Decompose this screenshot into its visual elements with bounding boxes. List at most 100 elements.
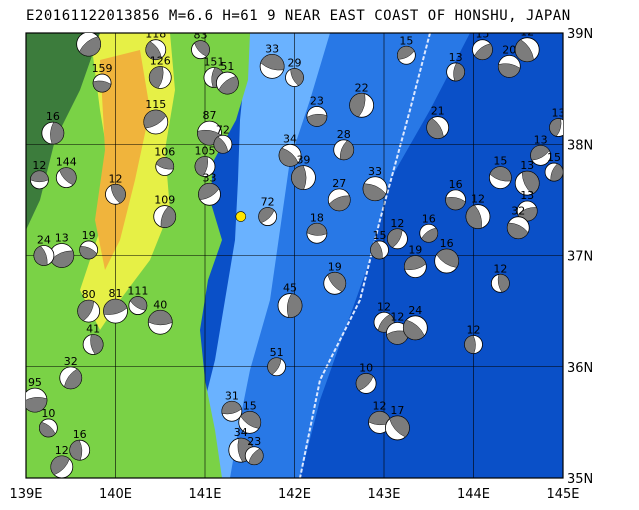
magnitude-label: 34	[283, 132, 297, 145]
magnitude-label: 24	[37, 234, 51, 247]
focal-mechanism: 109	[153, 194, 177, 228]
magnitude-label: 33	[368, 165, 382, 178]
magnitude-label: 13	[449, 51, 463, 64]
magnitude-label: 51	[270, 346, 284, 359]
beachball-compression-quadrant	[79, 36, 101, 57]
beachball-compression-quadrant	[549, 118, 562, 137]
magnitude-label: 15	[547, 151, 561, 164]
focal-mechanism: 21	[426, 105, 450, 139]
focal-mechanism: 12	[386, 310, 409, 345]
beachball-compression-quadrant	[550, 163, 563, 182]
beachball-compression-quadrant	[355, 373, 374, 391]
magnitude-label: 13	[552, 107, 566, 120]
focal-mechanism: 13	[549, 107, 566, 137]
magnitude-label: 18	[310, 211, 324, 224]
beachball-compression-quadrant	[436, 248, 459, 268]
focal-mechanism: 144	[56, 156, 77, 189]
beachball-compression-quadrant	[339, 140, 354, 160]
lon-tick-label: 142E	[278, 487, 311, 502]
magnitude-label: 12	[32, 159, 46, 172]
focal-mechanism: 106	[154, 146, 175, 176]
magnitude-label: 23	[247, 435, 261, 448]
beachball-compression-quadrant	[145, 41, 162, 60]
focal-mechanism: 156	[76, 33, 102, 57]
focal-mechanism: 81	[103, 287, 128, 324]
beachball-compression-quadrant	[498, 63, 521, 78]
focal-mechanism: 32	[506, 205, 530, 240]
magnitude-label: 17	[390, 404, 404, 417]
beachball-compression-quadrant	[465, 204, 482, 229]
lon-tick-label: 143E	[367, 487, 400, 502]
magnitude-label: 13	[520, 189, 534, 202]
beachball-compression-quadrant	[130, 296, 148, 311]
focal-mechanism: 39	[291, 154, 316, 191]
focal-mechanism: 33	[362, 165, 388, 202]
beachball-compression-quadrant	[110, 184, 126, 204]
focal-mechanism: 16	[445, 178, 467, 211]
lon-tick-label: 145E	[546, 487, 579, 502]
beachball-compression-quadrant	[328, 195, 351, 212]
focal-mechanism: 23	[306, 94, 328, 127]
beachball-compression-quadrant	[453, 62, 465, 82]
magnitude-label: 39	[296, 154, 310, 167]
focal-mechanism: 16	[419, 212, 439, 243]
focal-mechanism: 15	[472, 33, 493, 61]
focal-mechanism: 115	[143, 98, 169, 135]
beachball-compression-quadrant	[278, 147, 299, 167]
magnitude-label: 151	[203, 56, 224, 69]
focal-mechanism: 12	[50, 444, 74, 478]
magnitude-label: 10	[359, 361, 373, 374]
magnitude-label: 33	[265, 42, 279, 55]
focal-mechanism: 15	[544, 151, 563, 182]
beachball-compression-quadrant	[286, 293, 303, 318]
magnitude-label: 15	[373, 229, 387, 242]
beachball-compression-quadrant	[258, 207, 275, 224]
focal-mechanism: 19	[323, 260, 347, 295]
magnitude-label: 12	[471, 193, 485, 206]
beachball-compression-quadrant	[327, 272, 346, 292]
focal-mechanism: 33	[198, 171, 221, 206]
focal-mechanism: 15	[370, 229, 389, 260]
magnitude-label: 144	[56, 156, 77, 169]
beachball-compression-quadrant	[515, 39, 534, 62]
magnitude-label: 115	[145, 98, 166, 111]
lon-tick-label: 140E	[99, 487, 132, 502]
focal-mechanism: 22	[349, 81, 375, 118]
beachball-compression-quadrant	[26, 397, 48, 413]
focal-mechanism: 72	[258, 196, 278, 226]
focal-mechanism: 24	[402, 304, 428, 341]
beachball-compression-quadrant	[59, 167, 77, 186]
focal-mechanism: 29	[285, 57, 304, 87]
focal-mechanism: 27	[327, 177, 351, 212]
focal-mechanism: 24	[33, 234, 55, 266]
beachball-compression-quadrant	[397, 46, 415, 60]
focal-mechanism: 95	[26, 376, 48, 413]
focal-mechanism: 12	[368, 399, 391, 434]
focal-mechanism: 13	[530, 133, 552, 166]
beachball-compression-quadrant	[155, 157, 174, 170]
mechanism-layer: 12 144 16 156 159 118 126 115 106 12 109 13 19 24 80 81…	[26, 33, 566, 478]
beachball-compression-quadrant	[218, 76, 239, 95]
focal-mechanism: 32	[59, 355, 83, 390]
magnitude-label: 13	[534, 133, 548, 146]
focal-mechanism: 19	[79, 229, 99, 260]
beachball-compression-quadrant	[349, 93, 366, 118]
lat-tick-label: 38N	[567, 138, 593, 153]
magnitude-label: 105	[195, 145, 216, 158]
beachball-compression-quadrant	[474, 43, 493, 60]
focal-mechanism: 12	[464, 324, 483, 354]
magnitude-label: 23	[310, 94, 324, 107]
focal-mechanism: 17	[385, 404, 410, 441]
magnitude-label: 12	[109, 172, 123, 185]
focal-mechanism: 34	[278, 132, 302, 167]
focal-mechanism: 12	[514, 33, 540, 63]
magnitude-label: 12	[390, 217, 404, 230]
beachball-compression-quadrant	[464, 335, 476, 354]
beachball-compression-quadrant	[64, 368, 82, 389]
magnitude-label: 80	[82, 288, 96, 301]
focal-mechanism: 12	[105, 172, 126, 205]
magnitude-label: 29	[288, 57, 302, 70]
magnitude-label: 109	[154, 194, 175, 207]
magnitude-label: 19	[82, 229, 96, 242]
magnitude-label: 32	[64, 355, 78, 368]
